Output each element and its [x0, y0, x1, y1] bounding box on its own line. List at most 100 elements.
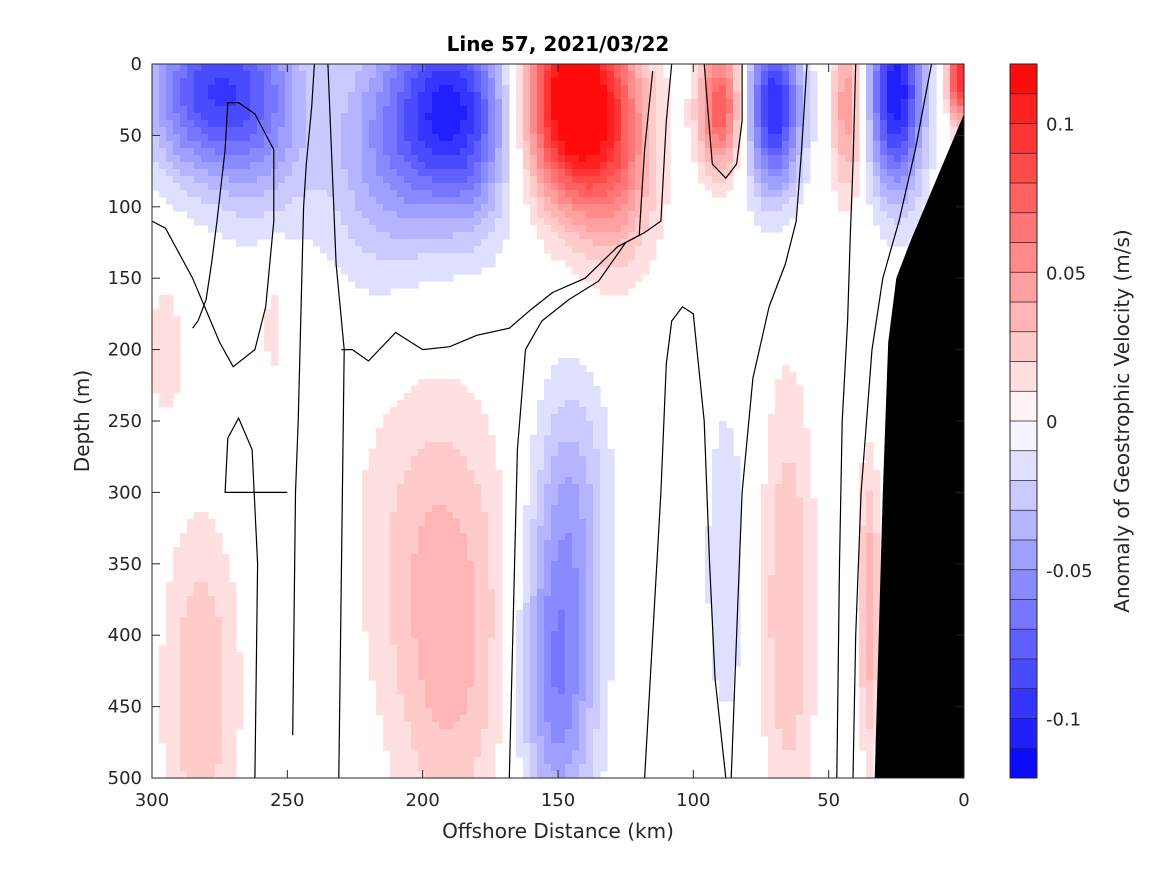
velocity-cell	[523, 113, 531, 121]
velocity-cell	[733, 652, 741, 660]
velocity-cell	[572, 435, 580, 443]
velocity-cell	[348, 64, 356, 72]
velocity-cell	[859, 617, 867, 625]
velocity-cell	[803, 470, 811, 478]
velocity-cell	[579, 568, 587, 576]
velocity-cell	[397, 701, 405, 709]
velocity-cell	[908, 190, 916, 198]
velocity-cell	[537, 211, 545, 219]
velocity-cell	[446, 99, 454, 107]
velocity-cell	[866, 561, 874, 569]
velocity-cell	[915, 197, 923, 205]
velocity-cell	[313, 99, 321, 107]
velocity-cell	[369, 484, 377, 492]
velocity-cell	[733, 477, 741, 485]
velocity-cell	[383, 666, 391, 674]
velocity-cell	[208, 99, 216, 107]
velocity-cell	[418, 428, 426, 436]
velocity-cell	[516, 673, 524, 681]
velocity-cell	[180, 561, 188, 569]
velocity-cell	[558, 113, 566, 121]
velocity-cell	[425, 540, 433, 548]
velocity-cell	[712, 470, 720, 478]
velocity-cell	[383, 260, 391, 268]
velocity-cell	[593, 421, 601, 429]
velocity-cell	[873, 477, 881, 485]
velocity-cell	[411, 92, 419, 100]
velocity-cell	[754, 204, 762, 212]
velocity-cell	[775, 169, 783, 177]
velocity-cell	[635, 246, 643, 254]
velocity-cell	[404, 71, 412, 79]
velocity-cell	[768, 477, 776, 485]
velocity-cell	[866, 78, 874, 86]
velocity-cell	[894, 134, 902, 142]
velocity-cell	[390, 64, 398, 72]
velocity-cell	[719, 463, 727, 471]
velocity-cell	[278, 176, 286, 184]
velocity-cell	[152, 379, 160, 387]
velocity-cell	[369, 155, 377, 163]
velocity-cell	[397, 484, 405, 492]
velocity-cell	[201, 78, 209, 86]
velocity-cell	[698, 162, 706, 170]
velocity-cell	[649, 211, 657, 219]
velocity-cell	[957, 99, 964, 107]
velocity-cell	[488, 512, 496, 520]
velocity-cell	[712, 540, 720, 548]
velocity-cell	[411, 617, 419, 625]
velocity-cell	[789, 148, 797, 156]
velocity-cell	[432, 407, 440, 415]
velocity-cell	[488, 442, 496, 450]
velocity-cell	[159, 680, 167, 688]
velocity-cell	[166, 666, 174, 674]
velocity-cell	[439, 141, 447, 149]
velocity-cell	[397, 71, 405, 79]
velocity-cell	[775, 106, 783, 114]
velocity-cell	[859, 498, 867, 506]
velocity-cell	[943, 78, 951, 86]
velocity-cell	[845, 183, 853, 191]
velocity-cell	[278, 134, 286, 142]
velocity-cell	[173, 610, 181, 618]
velocity-cell	[166, 316, 174, 324]
velocity-cell	[831, 162, 839, 170]
velocity-cell	[922, 99, 930, 107]
velocity-cell	[656, 127, 664, 135]
velocity-cell	[460, 659, 468, 667]
velocity-cell	[579, 666, 587, 674]
velocity-cell	[607, 477, 615, 485]
velocity-cell	[649, 141, 657, 149]
velocity-cell	[250, 211, 258, 219]
velocity-cell	[712, 533, 720, 541]
velocity-cell	[173, 645, 181, 653]
velocity-cell	[586, 386, 594, 394]
velocity-cell	[782, 218, 790, 226]
velocity-cell	[600, 246, 608, 254]
velocity-cell	[159, 694, 167, 702]
velocity-cell	[404, 589, 412, 597]
velocity-cell	[600, 218, 608, 226]
velocity-cell	[873, 470, 881, 478]
velocity-cell	[705, 106, 713, 114]
velocity-cell	[558, 169, 566, 177]
velocity-cell	[383, 169, 391, 177]
velocity-cell	[754, 134, 762, 142]
velocity-cell	[901, 71, 909, 79]
velocity-cell	[607, 533, 615, 541]
velocity-cell	[775, 148, 783, 156]
velocity-cell	[376, 274, 384, 282]
velocity-cell	[376, 575, 384, 583]
velocity-cell	[355, 197, 363, 205]
velocity-cell	[586, 589, 594, 597]
velocity-cell	[453, 512, 461, 520]
velocity-cell	[586, 218, 594, 226]
velocity-cell	[327, 225, 335, 233]
velocity-cell	[418, 148, 426, 156]
velocity-cell	[635, 92, 643, 100]
velocity-cell	[467, 589, 475, 597]
velocity-cell	[558, 211, 566, 219]
velocity-cell	[320, 71, 328, 79]
velocity-cell	[782, 694, 790, 702]
velocity-cell	[488, 435, 496, 443]
